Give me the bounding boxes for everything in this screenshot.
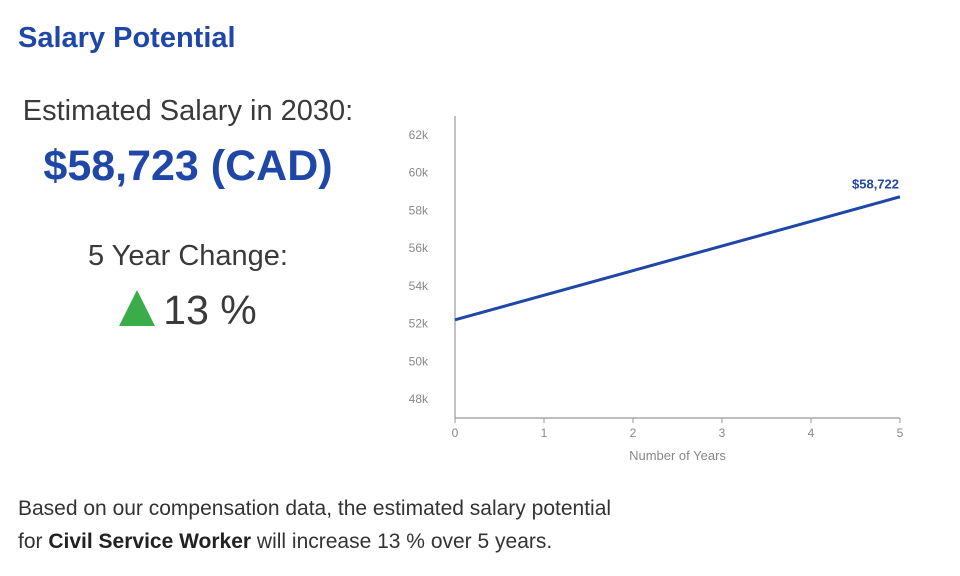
summary-prefix: for xyxy=(18,530,49,553)
y-tick-label: 54k xyxy=(409,279,429,293)
x-axis-title: Number of Years xyxy=(629,448,726,463)
five-year-change-label: 5 Year Change: xyxy=(88,240,288,272)
job-title: Civil Service Worker xyxy=(48,530,252,553)
estimated-salary-value: $58,723 (CAD) xyxy=(43,142,333,190)
y-tick-label: 56k xyxy=(409,241,429,255)
y-axis-ticks: 48k 50k 52k 54k 56k 58k 60k 62k xyxy=(409,128,429,406)
x-tick-label: 3 xyxy=(719,426,726,440)
up-triangle-icon xyxy=(119,290,156,326)
summary-line-2: for Civil Service Worker will increase 1… xyxy=(18,525,918,558)
y-tick-label: 50k xyxy=(409,354,429,368)
summary-text: Based on our compensation data, the esti… xyxy=(18,492,918,558)
x-tick-label: 2 xyxy=(630,426,637,440)
y-tick-label: 60k xyxy=(409,166,429,180)
y-tick-label: 52k xyxy=(409,317,429,331)
x-tick-label: 0 xyxy=(452,426,459,440)
y-tick-label: 48k xyxy=(409,392,429,406)
estimated-salary-label: Estimated Salary in 2030: xyxy=(22,95,354,127)
y-tick-label: 62k xyxy=(409,128,429,142)
salary-series-line xyxy=(454,195,901,322)
x-axis-ticks: 0 1 2 3 4 5 xyxy=(452,418,904,440)
x-tick-label: 4 xyxy=(808,426,815,440)
five-year-change: 13 % xyxy=(18,287,358,334)
chart-series xyxy=(454,195,901,322)
page-title: Salary Potential xyxy=(18,22,236,54)
end-value-annotation: $58,722 xyxy=(852,177,899,192)
summary-suffix: will increase 13 % over 5 years. xyxy=(251,530,553,553)
x-tick-label: 1 xyxy=(541,426,548,440)
x-tick-label: 5 xyxy=(897,426,904,440)
five-year-change-value: 13 % xyxy=(163,287,257,333)
y-tick-label: 58k xyxy=(409,203,429,217)
summary-line-1: Based on our compensation data, the esti… xyxy=(18,497,612,520)
